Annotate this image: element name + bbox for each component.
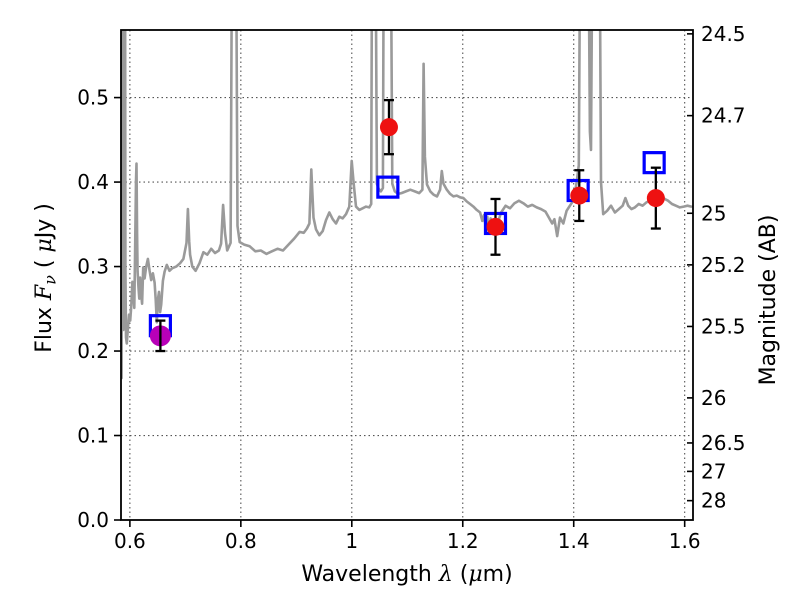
tick-labels: 0.6 0.8 1 1.2 1.4 1.6 0.0 0.1 0.2 0.3 0.4 0.5 24.5 24… (77, 22, 745, 553)
photometry-point (486, 217, 505, 236)
x-tick-label: 1.4 (558, 529, 590, 553)
photometry-circles (149, 118, 665, 347)
y-tick-label-flux: 0.3 (77, 255, 109, 279)
photometry-point (570, 186, 589, 205)
spectrum-line (121, 30, 693, 380)
x-tick-label: 0.8 (225, 529, 257, 553)
y-tick-label-flux: 0.0 (77, 508, 109, 532)
x-axis-label: Wavelength λ (μm) (301, 562, 513, 587)
y-tick-label-magnitude: 24.5 (701, 22, 746, 46)
y-tick-label-magnitude: 26 (701, 386, 726, 410)
axis-ticks (114, 33, 693, 527)
x-tick-label: 1.2 (447, 529, 479, 553)
x-tick-label: 0.6 (114, 529, 146, 553)
y-tick-label-flux: 0.5 (77, 86, 109, 110)
error-bars-top (155, 319, 166, 353)
y-tick-label-flux: 0.4 (77, 170, 109, 194)
axes-spines (120, 29, 694, 521)
y-tick-label-magnitude: 25 (701, 201, 726, 225)
y-tick-label-magnitude: 24.7 (701, 104, 746, 128)
model-square (642, 151, 666, 175)
photometry-point (379, 118, 398, 137)
gridlines (121, 30, 693, 520)
y-tick-label-flux: 0.1 (77, 424, 109, 448)
y-tick-label-magnitude: 26.5 (701, 431, 746, 455)
x-tick-label: 1.6 (669, 529, 701, 553)
y-axis-label-magnitude: Magnitude (AB) (756, 214, 781, 386)
x-tick-label: 1 (345, 529, 358, 553)
y-tick-label-magnitude: 28 (701, 489, 726, 513)
model-square (376, 175, 400, 199)
y-axis-label-flux: Flux Fν ( μJy ) (31, 203, 60, 353)
y-tick-label-magnitude: 25.2 (701, 253, 746, 277)
y-tick-label-magnitude: 27 (701, 459, 726, 483)
y-tick-label-flux: 0.2 (77, 339, 109, 363)
photometry-point (646, 189, 665, 208)
y-tick-label-magnitude: 25.5 (701, 314, 746, 338)
